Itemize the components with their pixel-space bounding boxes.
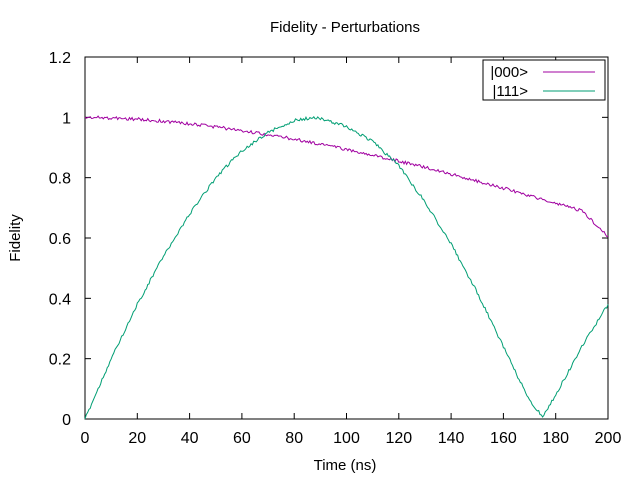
- x-tick-label: 60: [233, 430, 251, 447]
- y-tick-label: 0.6: [49, 231, 71, 248]
- y-axis-label: Fidelity: [7, 214, 24, 262]
- x-tick-label: 180: [542, 430, 569, 447]
- x-tick-label: 20: [128, 430, 146, 447]
- x-tick-label: 160: [490, 430, 517, 447]
- legend-box: [482, 59, 606, 101]
- legend-label: |000>: [490, 64, 528, 81]
- x-axis-label: Time (ns): [314, 457, 377, 474]
- y-tick-label: 0: [62, 412, 71, 429]
- x-tick-label: 120: [385, 430, 412, 447]
- x-tick-label: 140: [438, 430, 465, 447]
- chart-title: Fidelity - Perturbations: [270, 19, 420, 36]
- series-line-000: [84, 115, 609, 237]
- plot-area: 0 20 40 60 80 100 120 140 160 180 200 0 0.2 0.4 0.6 0.8…: [49, 50, 622, 447]
- x-tick-label: 200: [595, 430, 622, 447]
- y-tick-label: 0.2: [49, 352, 71, 369]
- y-tick-label: 1: [62, 110, 71, 127]
- x-tick-label: 80: [285, 430, 303, 447]
- y-tick-label: 0.4: [49, 291, 71, 308]
- series-line-111: [84, 115, 609, 420]
- y-tick-label: 1.2: [49, 50, 71, 67]
- y-tick-label: 0.8: [49, 171, 71, 188]
- plot-frame: [84, 56, 609, 420]
- legend-label: |111>: [493, 83, 529, 100]
- x-tick-label: 40: [181, 430, 199, 447]
- x-tick-label: 100: [333, 430, 360, 447]
- x-tick-label: 0: [81, 430, 90, 447]
